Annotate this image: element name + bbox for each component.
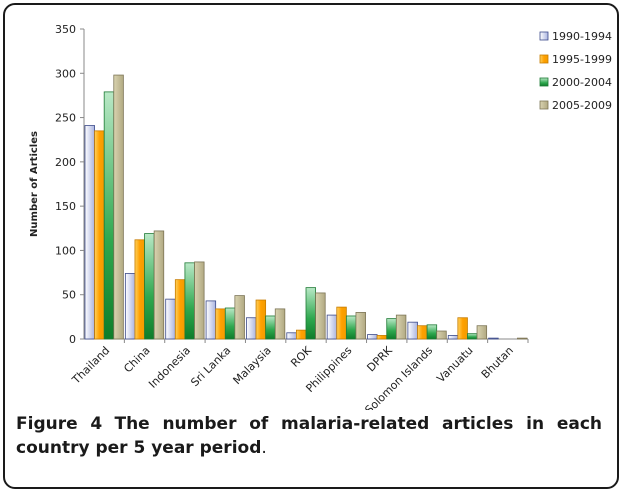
bar [234, 295, 245, 340]
bar [113, 74, 124, 340]
bar [103, 91, 115, 340]
bar [215, 308, 226, 340]
bar [355, 312, 366, 340]
bar [205, 300, 217, 340]
legend-swatch [539, 54, 549, 64]
bar [94, 130, 105, 340]
bar-chart: 0 50 100 150 200 250 300 350 Number of Articles T… [29, 23, 612, 410]
bar [367, 334, 378, 340]
bar [326, 314, 338, 340]
legend-label: 1990-1994 [552, 30, 612, 43]
figure-caption: Figure 4 The number of malaria-related a… [16, 412, 602, 460]
x-tick-label: China [121, 344, 152, 375]
bar [305, 287, 317, 340]
x-tick-label: Vanuatu [434, 344, 475, 385]
bar [246, 317, 257, 340]
bar [124, 273, 136, 340]
x-tick-label: Solomon Islands [362, 344, 435, 410]
y-tick-label: 100 [55, 244, 76, 257]
x-tick-label: Bhutan [479, 344, 516, 381]
y-tick-label: 0 [69, 333, 76, 346]
y-tick-label: 50 [62, 289, 76, 302]
bar [517, 337, 528, 340]
bar [376, 335, 388, 340]
bar [395, 314, 407, 340]
bar [286, 332, 297, 340]
caption-text: The number of malaria-related articles i… [16, 414, 603, 458]
bar [255, 299, 267, 340]
bar [488, 337, 499, 340]
x-tick-label: ROK [288, 343, 314, 369]
y-tick-label: 200 [55, 156, 76, 169]
bar [417, 325, 428, 340]
bar [436, 330, 447, 340]
bar [345, 315, 357, 340]
y-tick-label: 150 [55, 200, 76, 213]
y-tick-label: 350 [55, 23, 76, 36]
bar [274, 308, 286, 340]
bar [84, 125, 95, 340]
legend-label: 2000-2004 [552, 76, 612, 89]
bar [153, 230, 165, 340]
bar [165, 298, 176, 340]
bar [447, 335, 459, 340]
y-axis-title: Number of Articles [29, 131, 40, 237]
bar [467, 333, 478, 340]
bar [407, 321, 418, 340]
bar [386, 318, 397, 340]
x-tick-label: Sri Lanka [188, 344, 233, 389]
bar [194, 261, 205, 340]
x-tick-label: Thailand [69, 344, 112, 387]
y-tick-label: 250 [55, 112, 76, 125]
caption-label: Figure 4 [16, 414, 103, 434]
legend-swatch [539, 31, 549, 41]
bar [315, 292, 326, 340]
bar [476, 325, 488, 340]
y-tick-label: 300 [55, 67, 76, 80]
bar [295, 329, 307, 340]
caption-end: . [261, 438, 267, 458]
bar [134, 239, 145, 340]
bar [144, 233, 155, 340]
bar [265, 315, 276, 340]
bar [184, 262, 195, 340]
bar [426, 324, 438, 340]
bar [224, 307, 236, 340]
legend: 1990-1994 1995-1999 2000-2004 2005-2009 [539, 30, 612, 112]
x-tick-label: DPRK [364, 343, 395, 374]
bar [457, 317, 468, 340]
x-tick-label: Malaysia [231, 344, 274, 387]
bar [336, 306, 347, 340]
bar [174, 279, 186, 340]
legend-swatch [539, 100, 549, 110]
x-tick-label: Indonesia [146, 344, 193, 391]
legend-label: 1995-1999 [552, 53, 612, 66]
legend-label: 2005-2009 [552, 99, 612, 112]
legend-swatch [539, 77, 549, 87]
